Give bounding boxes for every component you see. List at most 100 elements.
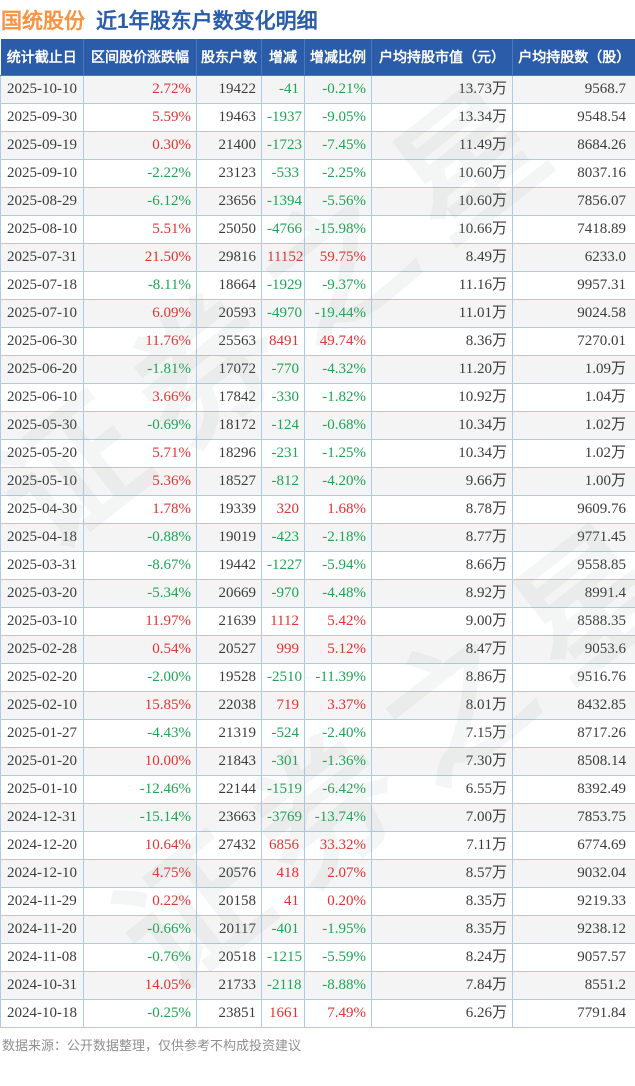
change-cell: -1929 (261, 271, 305, 300)
table-row: 2025-01-20 10.00% 21843 -301 -1.36% 7.30万 8508… (0, 747, 635, 776)
table-row: 2025-03-10 11.97% 21639 1112 5.42% 9.00万 8588.… (0, 607, 635, 636)
pct-change-cell: 5.36% (83, 467, 197, 496)
holders-cell: 19463 (196, 103, 262, 132)
avg-shares-cell: 6774.69 (512, 831, 635, 860)
change-pct-cell: -19.44% (304, 299, 372, 328)
pct-change-cell: 21.50% (83, 243, 197, 272)
holders-cell: 23663 (196, 803, 262, 832)
avg-value-cell: 8.01万 (371, 691, 513, 720)
avg-shares-cell: 9516.76 (512, 663, 635, 692)
header-holders: 股东户数 (196, 39, 262, 76)
change-cell: -2118 (261, 971, 305, 1000)
holders-cell: 19422 (196, 75, 262, 104)
holders-cell: 23851 (196, 999, 262, 1028)
holders-cell: 18664 (196, 271, 262, 300)
holders-cell: 25050 (196, 215, 262, 244)
header-pct-change: 区间股价涨跌幅 (83, 39, 197, 76)
header-avg-market-value: 户均持股市值（元） (371, 39, 513, 76)
avg-value-cell: 7.15万 (371, 719, 513, 748)
table-row: 2025-03-20 -5.34% 20669 -970 -4.48% 8.92万 8991… (0, 579, 635, 608)
table-row: 2025-08-10 5.51% 25050 -4766 -15.98% 10.66万 74… (0, 215, 635, 244)
table-row: 2025-01-27 -4.43% 21319 -524 -2.40% 7.15万 8717… (0, 719, 635, 748)
date-cell: 2024-12-31 (0, 803, 84, 832)
change-cell: -1519 (261, 775, 305, 804)
change-pct-cell: -0.68% (304, 411, 372, 440)
table-row: 2025-07-31 21.50% 29816 11152 59.75% 8.49万 623… (0, 243, 635, 272)
holders-cell: 18296 (196, 439, 262, 468)
change-pct-cell: -6.42% (304, 775, 372, 804)
holders-cell: 20593 (196, 299, 262, 328)
date-cell: 2024-12-20 (0, 831, 84, 860)
table-row: 2024-11-29 0.22% 20158 41 0.20% 8.35万 9219.33 (0, 887, 635, 916)
table-row: 2024-12-10 4.75% 20576 418 2.07% 8.57万 9032.04 (0, 859, 635, 888)
date-cell: 2025-02-20 (0, 663, 84, 692)
change-pct-cell: -0.21% (304, 75, 372, 104)
change-cell: 320 (261, 495, 305, 524)
change-cell: -812 (261, 467, 305, 496)
change-cell: 6856 (261, 831, 305, 860)
avg-value-cell: 8.86万 (371, 663, 513, 692)
pct-change-cell: 0.54% (83, 635, 197, 664)
holders-cell: 19339 (196, 495, 262, 524)
avg-value-cell: 8.24万 (371, 943, 513, 972)
avg-shares-cell: 9219.33 (512, 887, 635, 916)
holders-cell: 21319 (196, 719, 262, 748)
avg-shares-cell: 6233.0 (512, 243, 635, 272)
header-change: 增减 (261, 39, 305, 76)
date-cell: 2025-06-10 (0, 383, 84, 412)
change-cell: -1215 (261, 943, 305, 972)
table-row: 2025-02-28 0.54% 20527 999 5.12% 8.47万 9053.6 (0, 635, 635, 664)
avg-value-cell: 10.60万 (371, 187, 513, 216)
date-cell: 2025-01-20 (0, 747, 84, 776)
avg-value-cell: 8.49万 (371, 243, 513, 272)
table-row: 2024-10-18 -0.25% 23851 1661 7.49% 6.26万 7791.… (0, 999, 635, 1028)
table-row: 2025-07-10 6.09% 20593 -4970 -19.44% 11.01万 90… (0, 299, 635, 328)
pct-change-cell: 3.66% (83, 383, 197, 412)
pct-change-cell: -5.34% (83, 579, 197, 608)
change-pct-cell: -4.48% (304, 579, 372, 608)
change-pct-cell: -15.98% (304, 215, 372, 244)
avg-value-cell: 9.00万 (371, 607, 513, 636)
table-body: 2025-10-10 2.72% 19422 -41 -0.21% 13.73万 9568.… (0, 75, 635, 1028)
holders-cell: 20669 (196, 579, 262, 608)
change-pct-cell: -5.56% (304, 187, 372, 216)
change-pct-cell: 5.42% (304, 607, 372, 636)
holders-cell: 20158 (196, 887, 262, 916)
avg-value-cell: 7.30万 (371, 747, 513, 776)
pct-change-cell: -8.11% (83, 271, 197, 300)
pct-change-cell: 11.97% (83, 607, 197, 636)
table-row: 2025-02-20 -2.00% 19528 -2510 -11.39% 8.86万 95… (0, 663, 635, 692)
table-row: 2025-02-10 15.85% 22038 719 3.37% 8.01万 8432.8… (0, 691, 635, 720)
holders-cell: 22144 (196, 775, 262, 804)
pct-change-cell: 2.72% (83, 75, 197, 104)
holders-cell: 19019 (196, 523, 262, 552)
avg-shares-cell: 9771.45 (512, 523, 635, 552)
change-cell: -1937 (261, 103, 305, 132)
change-cell: -4766 (261, 215, 305, 244)
date-cell: 2025-05-10 (0, 467, 84, 496)
holders-cell: 20576 (196, 859, 262, 888)
avg-shares-cell: 9609.76 (512, 495, 635, 524)
table-row: 2024-11-08 -0.76% 20518 -1215 -5.59% 8.24万 905… (0, 943, 635, 972)
avg-shares-cell: 8684.26 (512, 131, 635, 160)
change-cell: -1723 (261, 131, 305, 160)
table-row: 2025-09-30 5.59% 19463 -1937 -9.05% 13.34万 954… (0, 103, 635, 132)
avg-value-cell: 8.78万 (371, 495, 513, 524)
table-row: 2025-10-10 2.72% 19422 -41 -0.21% 13.73万 9568.… (0, 75, 635, 104)
avg-shares-cell: 7856.07 (512, 187, 635, 216)
avg-value-cell: 6.55万 (371, 775, 513, 804)
pct-change-cell: -6.12% (83, 187, 197, 216)
pct-change-cell: -2.22% (83, 159, 197, 188)
avg-shares-cell: 7791.84 (512, 999, 635, 1028)
avg-value-cell: 11.20万 (371, 355, 513, 384)
pct-change-cell: -2.00% (83, 663, 197, 692)
change-pct-cell: 7.49% (304, 999, 372, 1028)
change-cell: -401 (261, 915, 305, 944)
change-cell: 11152 (261, 243, 305, 272)
avg-value-cell: 8.35万 (371, 887, 513, 916)
date-cell: 2025-01-10 (0, 775, 84, 804)
page-subtitle: 近1年股东户数变化明细 (96, 9, 318, 33)
change-pct-cell: -13.74% (304, 803, 372, 832)
pct-change-cell: 5.71% (83, 439, 197, 468)
avg-shares-cell: 9548.54 (512, 103, 635, 132)
